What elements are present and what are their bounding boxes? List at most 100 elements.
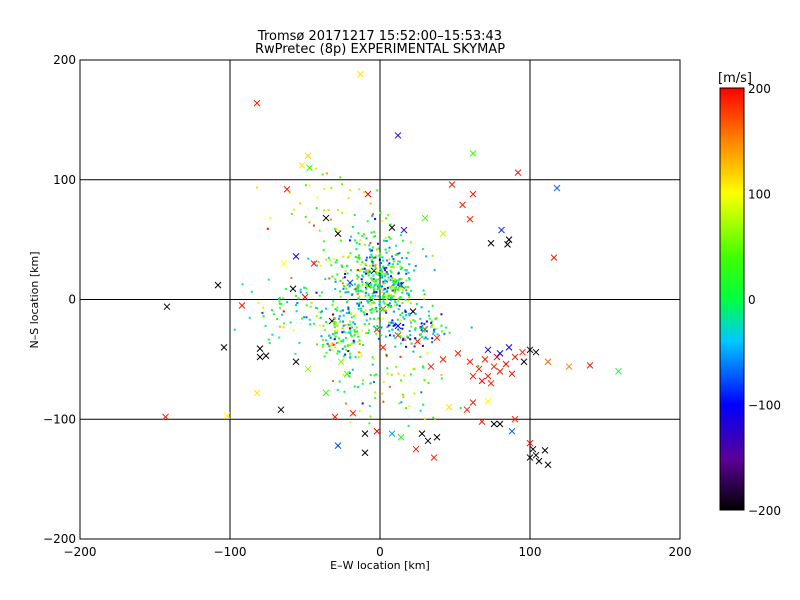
cluster-dot [430,325,433,328]
cluster-dot [288,191,291,194]
cluster-dot [388,385,391,388]
cluster-dot [375,271,378,274]
point-x-marker [373,427,381,435]
cluster-dot [233,328,236,331]
cluster-dot [344,402,347,405]
point-x-marker [445,403,453,411]
point-x-marker [304,152,312,160]
point-x-marker [430,454,438,461]
cluster-dot [376,325,379,328]
cluster-dot [336,309,339,312]
point-x-marker [463,406,471,414]
point-x-marker [310,260,318,267]
cluster-dot [299,291,302,294]
cluster-dot [267,338,270,341]
point-x-marker [526,454,534,461]
cluster-dot [350,342,353,345]
cluster-dot [357,351,360,354]
point-x-marker [292,358,300,366]
point-x-marker [357,71,364,78]
cluster-dot [328,348,331,351]
cluster-dot [431,304,434,307]
x-tick-label: −100 [214,545,247,559]
cluster-dot [395,286,398,289]
cluster-dot [348,311,351,314]
cluster-dot [385,272,388,275]
cluster-dot [443,332,446,335]
cluster-dot [334,227,337,230]
cluster-dot [420,336,423,339]
cluster-dot [388,321,391,324]
point-x-marker [256,353,264,361]
plot-frame [79,59,681,540]
cluster-dot [382,380,385,383]
cluster-dot [362,191,365,194]
cluster-dot [323,355,326,358]
point-x-marker [283,185,291,193]
cluster-dot [440,330,443,333]
cluster-dot [382,309,385,312]
cluster-dot [357,275,360,278]
cluster-dot [378,287,381,290]
cluster-dot [397,300,400,303]
cluster-dot [369,250,372,253]
cluster-dot [379,285,382,288]
cluster-dot [340,264,343,267]
cluster-dot [409,319,412,322]
cluster-dot [332,380,335,383]
cluster-dot [386,286,389,289]
cluster-dot [309,305,312,308]
cluster-dot [262,315,265,318]
cluster-dot [344,348,347,351]
point-x-marker [487,379,495,387]
cluster-dot [378,303,381,306]
cluster-dot [387,306,390,309]
cluster-dot [353,323,356,326]
point-x-marker [565,363,573,370]
cluster-dot [267,278,270,281]
cluster-dot [431,337,434,340]
cluster-dot [368,322,371,325]
cluster-dot [262,306,265,309]
cluster-dot [320,335,323,338]
cluster-dot [350,235,353,238]
grid-lines [80,60,680,539]
cluster-dot [393,291,396,294]
cluster-dot [334,346,337,349]
cluster-dot [355,241,358,244]
cluster-dot [421,327,424,330]
cluster-dot [294,304,297,307]
x-tick-label: −200 [64,545,97,559]
cluster-dot [365,288,368,291]
cluster-dot [364,271,367,274]
cluster-dot [321,173,324,176]
cluster-dot [347,197,350,200]
cluster-dot [377,273,380,276]
cluster-dot [408,404,411,407]
cluster-dot [358,270,361,273]
cluster-dot [325,339,328,342]
cluster-dot [409,241,412,244]
cluster-dot [382,239,385,242]
cluster-dot [419,355,422,358]
cluster-dot [409,302,412,305]
cluster-dot [310,301,313,304]
point-x-marker [469,372,477,380]
cluster-dot [394,300,397,303]
point-x-marker [508,427,516,435]
cluster-dot [440,313,443,316]
cluster-dot [381,220,384,223]
cluster-dot [372,286,375,289]
cluster-dot [364,264,367,267]
cluster-dot [404,298,407,301]
cluster-dot [376,285,379,288]
cluster-dot [392,334,395,337]
cluster-dot [389,286,392,289]
cluster-dot [364,309,367,312]
cluster-dot [369,317,372,320]
cluster-dot [393,323,396,326]
cluster-dot [388,287,391,290]
point-x-marker [439,230,447,237]
cluster-dot [342,287,345,290]
cluster-dot [369,374,372,377]
